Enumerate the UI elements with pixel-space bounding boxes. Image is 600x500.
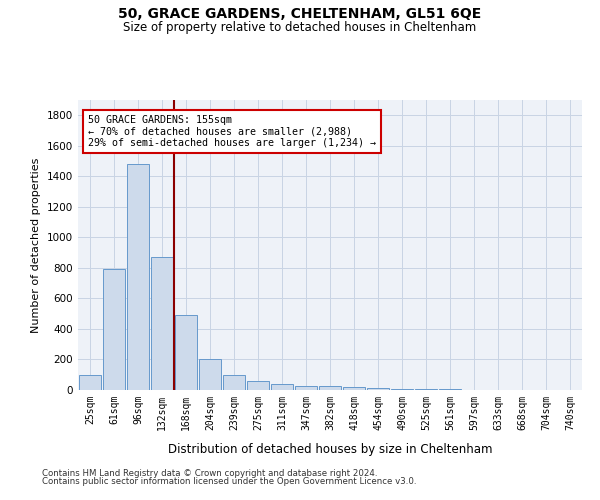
Bar — [319, 386, 341, 390]
Text: Distribution of detached houses by size in Cheltenham: Distribution of detached houses by size … — [168, 442, 492, 456]
Text: Contains public sector information licensed under the Open Government Licence v3: Contains public sector information licen… — [42, 477, 416, 486]
Bar — [199, 360, 221, 390]
Bar — [271, 384, 293, 390]
Bar — [175, 315, 197, 390]
Bar — [247, 381, 269, 390]
Bar — [79, 374, 101, 390]
Bar — [295, 386, 317, 390]
Bar — [391, 389, 413, 390]
Bar — [367, 388, 389, 390]
Y-axis label: Number of detached properties: Number of detached properties — [31, 158, 41, 332]
Text: Size of property relative to detached houses in Cheltenham: Size of property relative to detached ho… — [124, 21, 476, 34]
Bar — [223, 374, 245, 390]
Bar — [415, 389, 437, 390]
Bar — [103, 270, 125, 390]
Bar — [127, 164, 149, 390]
Text: Contains HM Land Registry data © Crown copyright and database right 2024.: Contains HM Land Registry data © Crown c… — [42, 468, 377, 477]
Bar — [343, 388, 365, 390]
Text: 50 GRACE GARDENS: 155sqm
← 70% of detached houses are smaller (2,988)
29% of sem: 50 GRACE GARDENS: 155sqm ← 70% of detach… — [88, 114, 376, 148]
Bar — [151, 257, 173, 390]
Text: 50, GRACE GARDENS, CHELTENHAM, GL51 6QE: 50, GRACE GARDENS, CHELTENHAM, GL51 6QE — [118, 8, 482, 22]
